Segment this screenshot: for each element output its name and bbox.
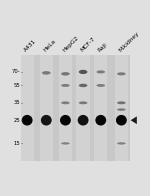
Ellipse shape xyxy=(79,101,87,104)
Bar xyxy=(21,54,34,161)
Polygon shape xyxy=(131,116,137,124)
Ellipse shape xyxy=(117,101,126,104)
Text: HeLa: HeLa xyxy=(43,38,57,53)
Ellipse shape xyxy=(117,72,126,75)
Text: 15: 15 xyxy=(13,141,20,146)
Ellipse shape xyxy=(117,142,126,145)
Bar xyxy=(40,54,53,161)
Ellipse shape xyxy=(61,101,70,104)
Text: Raji: Raji xyxy=(97,41,108,53)
Ellipse shape xyxy=(42,71,51,75)
Bar xyxy=(94,54,107,161)
Bar xyxy=(76,54,90,161)
Ellipse shape xyxy=(96,84,105,87)
Ellipse shape xyxy=(61,142,70,145)
Bar xyxy=(21,54,130,161)
Ellipse shape xyxy=(60,115,71,125)
Text: 55: 55 xyxy=(13,83,20,88)
Text: 35: 35 xyxy=(14,100,20,105)
Ellipse shape xyxy=(95,115,106,125)
Text: 25: 25 xyxy=(13,118,20,123)
Ellipse shape xyxy=(61,72,70,76)
Text: A431: A431 xyxy=(24,38,38,53)
Ellipse shape xyxy=(96,70,105,74)
Ellipse shape xyxy=(116,115,127,125)
Text: M.kidney: M.kidney xyxy=(118,30,140,53)
Bar xyxy=(115,54,128,161)
Bar xyxy=(59,54,72,161)
Ellipse shape xyxy=(117,108,126,111)
Ellipse shape xyxy=(22,115,33,125)
Ellipse shape xyxy=(78,115,88,125)
Ellipse shape xyxy=(61,84,70,87)
Text: MCF-7: MCF-7 xyxy=(80,36,96,53)
Ellipse shape xyxy=(79,70,87,74)
Ellipse shape xyxy=(41,115,52,125)
Text: HepG2: HepG2 xyxy=(62,35,80,53)
Text: 70-: 70- xyxy=(11,69,20,74)
Ellipse shape xyxy=(79,84,87,87)
